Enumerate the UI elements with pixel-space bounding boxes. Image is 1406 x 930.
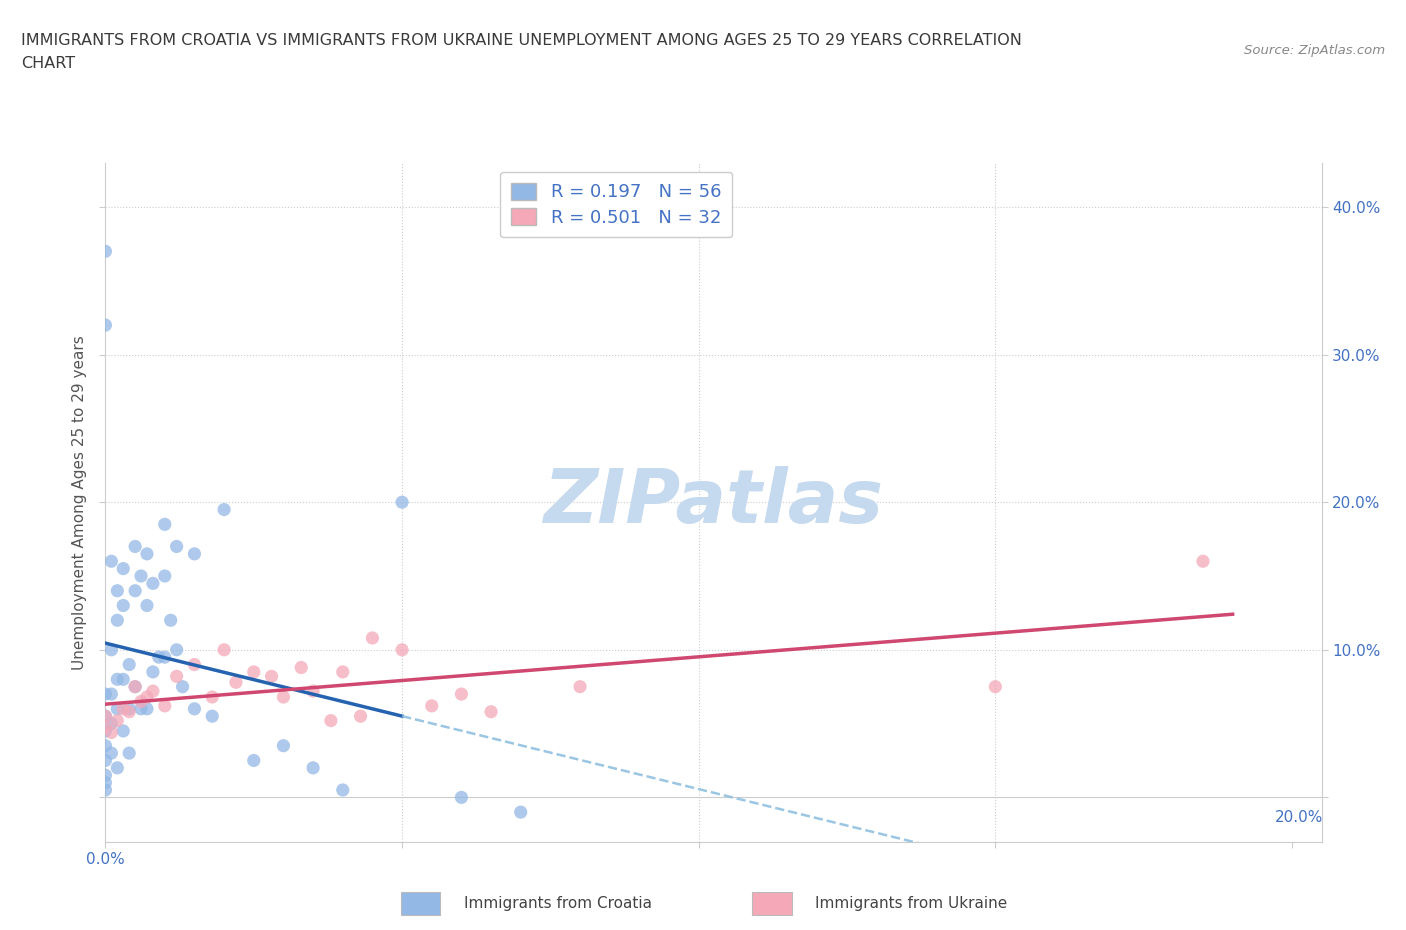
Point: [332, 664, 354, 679]
Point: [94, 782, 117, 797]
Point: [201, 689, 224, 704]
Point: [94, 753, 117, 768]
Point: [112, 598, 135, 613]
Point: [105, 761, 128, 776]
Point: [118, 746, 141, 761]
Point: [153, 568, 176, 583]
Point: [509, 804, 531, 819]
Point: [100, 686, 122, 701]
Point: [569, 679, 592, 694]
Point: [112, 724, 135, 738]
Point: [112, 671, 135, 686]
Text: Immigrants from Ukraine: Immigrants from Ukraine: [815, 897, 1008, 911]
Point: [129, 568, 152, 583]
Point: [94, 709, 117, 724]
Point: [153, 517, 176, 532]
Point: [142, 664, 165, 679]
Point: [1192, 553, 1215, 568]
Point: [118, 704, 141, 719]
Point: [105, 701, 128, 716]
Point: [159, 613, 181, 628]
Point: [273, 689, 295, 704]
Point: [94, 709, 117, 724]
Point: [172, 679, 194, 694]
Point: [94, 244, 117, 259]
Point: [142, 576, 165, 591]
Point: [129, 694, 152, 709]
Point: [166, 669, 188, 684]
Point: [361, 631, 384, 645]
Point: [183, 547, 205, 562]
Point: [94, 724, 117, 738]
Point: [124, 583, 146, 598]
Point: [450, 686, 472, 701]
Point: [332, 782, 354, 797]
Point: [142, 684, 165, 698]
Point: [153, 698, 176, 713]
Point: [129, 701, 152, 716]
Point: [153, 650, 176, 665]
Point: [166, 539, 188, 554]
Point: [984, 679, 1007, 694]
Point: [100, 746, 122, 761]
Point: [100, 725, 122, 740]
Point: [94, 768, 117, 783]
Point: [148, 650, 170, 665]
Point: [112, 701, 135, 716]
Point: [94, 738, 117, 753]
Point: [391, 495, 413, 510]
Point: [105, 671, 128, 686]
Point: [100, 643, 122, 658]
Point: [212, 502, 235, 517]
Point: [290, 660, 312, 675]
Point: [94, 719, 117, 734]
Point: [183, 701, 205, 716]
Point: [112, 561, 135, 576]
Y-axis label: Unemployment Among Ages 25 to 29 years: Unemployment Among Ages 25 to 29 years: [72, 335, 87, 670]
Point: [302, 684, 325, 698]
Point: [94, 318, 117, 333]
Point: [136, 701, 159, 716]
Point: [212, 643, 235, 658]
Point: [105, 613, 128, 628]
Point: [136, 547, 159, 562]
Point: [479, 704, 502, 719]
Point: [450, 790, 472, 804]
Point: [100, 553, 122, 568]
Point: [273, 738, 295, 753]
Text: CHART: CHART: [21, 56, 75, 71]
Point: [302, 761, 325, 776]
Text: 20.0%: 20.0%: [1275, 810, 1323, 825]
Point: [201, 709, 224, 724]
Point: [118, 701, 141, 716]
Point: [94, 686, 117, 701]
Point: [420, 698, 443, 713]
Point: [105, 583, 128, 598]
Text: Immigrants from Croatia: Immigrants from Croatia: [464, 897, 652, 911]
Point: [260, 669, 283, 684]
Point: [242, 664, 264, 679]
Point: [105, 713, 128, 728]
Point: [94, 776, 117, 790]
Point: [136, 689, 159, 704]
Point: [349, 709, 371, 724]
Point: [242, 753, 264, 768]
Text: IMMIGRANTS FROM CROATIA VS IMMIGRANTS FROM UKRAINE UNEMPLOYMENT AMONG AGES 25 TO: IMMIGRANTS FROM CROATIA VS IMMIGRANTS FR…: [21, 33, 1022, 47]
Text: ZIPatlas: ZIPatlas: [544, 466, 883, 538]
Point: [124, 679, 146, 694]
Point: [225, 675, 247, 690]
Point: [118, 658, 141, 672]
Point: [124, 539, 146, 554]
Point: [391, 643, 413, 658]
Point: [183, 658, 205, 672]
Point: [319, 713, 342, 728]
Point: [166, 643, 188, 658]
Text: Source: ZipAtlas.com: Source: ZipAtlas.com: [1244, 44, 1385, 57]
Point: [124, 679, 146, 694]
Point: [100, 716, 122, 731]
Point: [136, 598, 159, 613]
Legend: R = 0.197   N = 56, R = 0.501   N = 32: R = 0.197 N = 56, R = 0.501 N = 32: [501, 172, 733, 237]
